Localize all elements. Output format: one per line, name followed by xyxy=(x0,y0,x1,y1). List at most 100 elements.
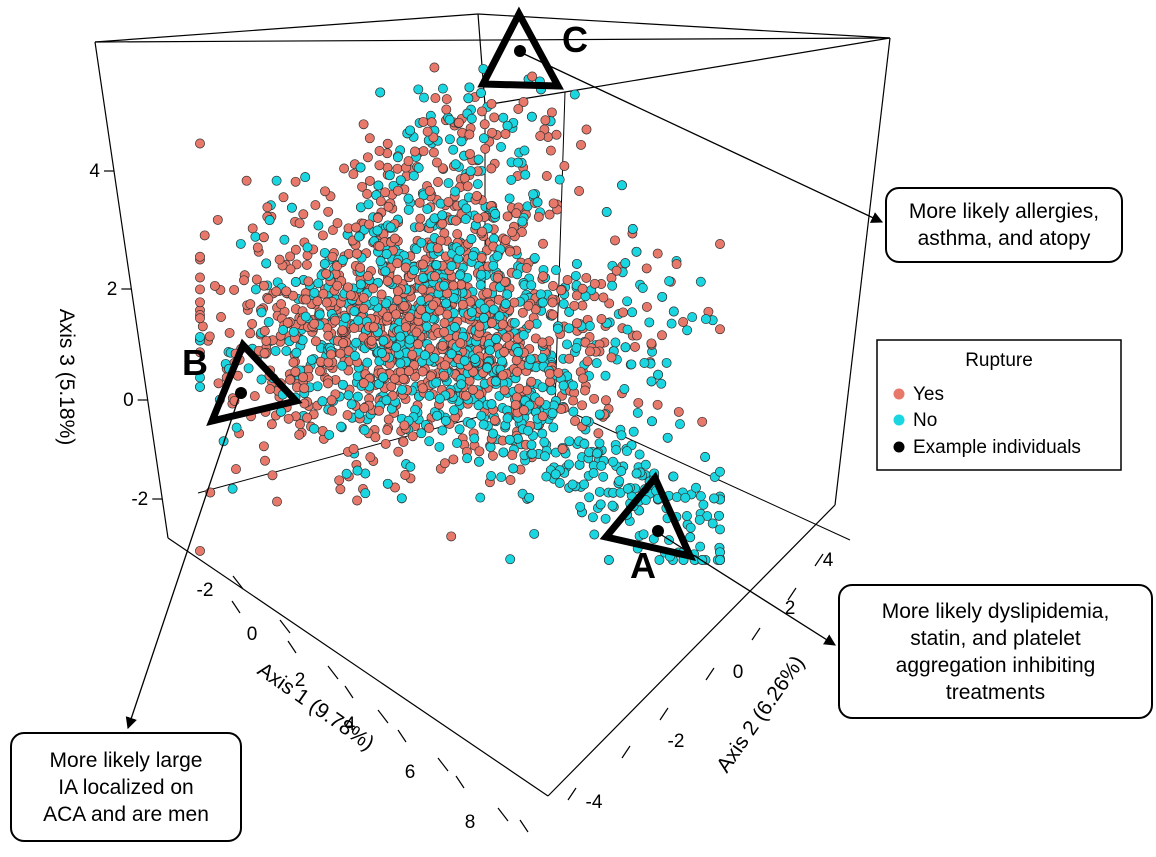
point-no xyxy=(654,555,665,565)
point-no xyxy=(286,202,297,213)
point-yes xyxy=(261,335,272,346)
point-yes xyxy=(259,326,270,336)
point-yes xyxy=(290,366,301,377)
point-no xyxy=(309,423,320,434)
point-yes xyxy=(335,484,346,495)
point-yes xyxy=(547,297,558,308)
point-no xyxy=(306,354,317,365)
point-yes xyxy=(424,186,435,196)
point-no xyxy=(469,433,480,444)
point-yes xyxy=(351,222,361,233)
callout-arrow xyxy=(659,533,836,646)
point-yes xyxy=(399,301,410,312)
point-yes xyxy=(452,229,463,240)
point-yes xyxy=(299,383,310,394)
point-yes xyxy=(392,185,403,196)
point-yes xyxy=(298,372,309,383)
point-yes xyxy=(288,290,299,301)
x-tick xyxy=(377,709,389,724)
point-yes xyxy=(364,133,375,144)
point-no xyxy=(681,511,692,521)
point-no xyxy=(619,384,630,394)
legend-label-yes: Yes xyxy=(913,384,944,405)
x-tick xyxy=(232,575,244,590)
point-no xyxy=(668,471,679,482)
point-yes xyxy=(376,289,387,300)
x-tick xyxy=(497,807,509,822)
point-yes xyxy=(457,299,468,310)
point-no xyxy=(441,298,451,309)
point-no xyxy=(518,330,529,341)
point-no xyxy=(628,426,639,437)
point-no xyxy=(638,529,649,540)
point-no xyxy=(535,289,546,300)
point-yes xyxy=(584,346,595,357)
point-yes xyxy=(428,300,439,311)
point-no xyxy=(474,456,484,467)
point-no xyxy=(632,407,643,418)
point-no xyxy=(419,92,429,103)
point-no xyxy=(592,448,603,459)
point-no xyxy=(695,491,706,502)
point-yes xyxy=(487,450,498,461)
point-yes xyxy=(332,280,343,291)
point-no xyxy=(463,93,474,104)
point-no xyxy=(539,451,550,462)
point-yes xyxy=(502,211,513,222)
point-no xyxy=(250,284,261,295)
point-yes xyxy=(282,317,293,328)
point-no xyxy=(513,347,524,357)
point-no xyxy=(584,321,595,331)
x-tick-label: 4 xyxy=(345,714,356,735)
point-no xyxy=(620,342,631,353)
point-no xyxy=(444,114,455,125)
point-yes xyxy=(464,129,475,140)
point-yes xyxy=(414,197,425,208)
point-no xyxy=(528,189,539,200)
point-no xyxy=(475,280,486,290)
point-yes xyxy=(263,294,274,304)
point-yes xyxy=(497,319,508,330)
point-yes xyxy=(258,441,269,452)
point-yes xyxy=(533,211,544,222)
point-yes xyxy=(359,403,370,413)
point-no xyxy=(448,144,459,155)
point-no xyxy=(437,425,448,436)
point-no xyxy=(526,280,537,291)
point-yes xyxy=(345,290,356,301)
point-yes xyxy=(697,416,708,427)
point-yes xyxy=(320,186,330,197)
callout-arrow xyxy=(125,393,241,730)
point-no xyxy=(571,342,582,353)
point-yes xyxy=(581,272,592,283)
point-yes xyxy=(569,300,580,311)
point-yes xyxy=(327,405,338,416)
callout-arrow xyxy=(521,52,884,223)
point-no xyxy=(575,501,586,512)
point-no xyxy=(616,466,627,477)
point-no xyxy=(395,175,406,186)
point-yes xyxy=(715,324,725,335)
point-no xyxy=(527,448,538,459)
point-no xyxy=(455,270,466,281)
point-no xyxy=(456,379,467,390)
point-yes xyxy=(318,288,329,299)
point-yes xyxy=(492,272,503,283)
point-yes xyxy=(439,370,449,381)
point-no xyxy=(579,438,590,449)
point-yes xyxy=(285,374,296,385)
point-yes xyxy=(517,307,528,318)
point-yes xyxy=(593,428,604,439)
point-yes xyxy=(374,405,384,416)
point-yes xyxy=(422,126,433,137)
point-yes xyxy=(448,280,459,291)
y-tick-label: 0 xyxy=(733,662,744,683)
point-no xyxy=(359,425,370,436)
point-yes xyxy=(537,411,548,422)
point-yes xyxy=(231,464,241,475)
point-no xyxy=(290,277,301,287)
point-yes xyxy=(300,294,311,305)
point-yes xyxy=(559,161,570,171)
point-yes xyxy=(439,458,450,469)
x-tick-label: -2 xyxy=(197,580,214,601)
